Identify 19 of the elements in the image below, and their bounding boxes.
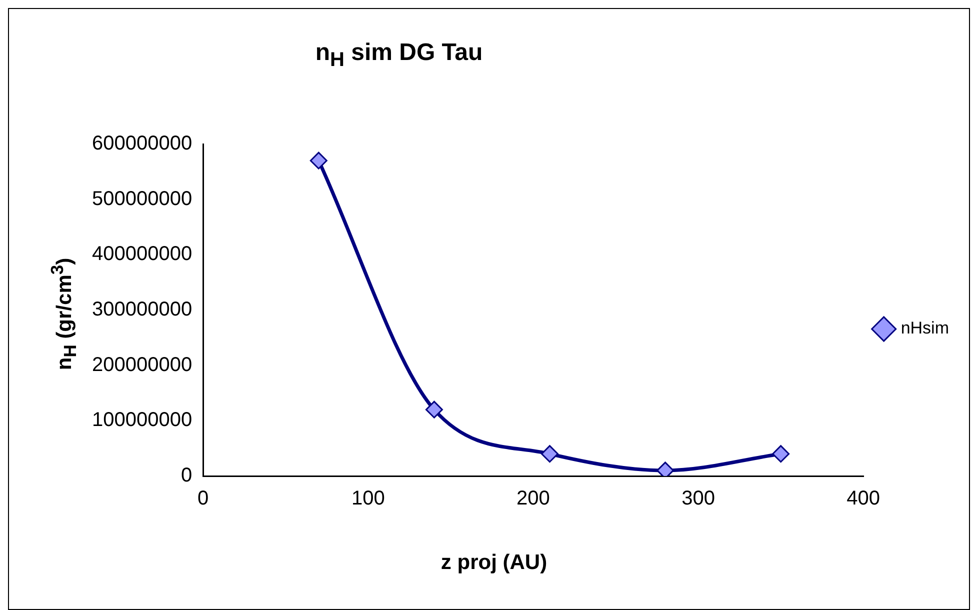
legend-label: nHsim	[900, 318, 949, 338]
y-tick-label: 600000000	[92, 132, 192, 155]
point	[540, 445, 558, 463]
y-tick-label: 200000000	[92, 354, 192, 376]
point	[425, 400, 443, 418]
x-tick-label: 100	[351, 488, 385, 510]
x-tick-label: 400	[846, 488, 880, 510]
y-tick-label: 300000000	[92, 298, 192, 321]
y-tick-label: 0	[180, 464, 192, 487]
chart-title: n$_{H}$ sim DG Tau	[314, 39, 484, 72]
x-axis-title: z proj (AU)	[440, 551, 548, 575]
x-tick-label: 0	[198, 488, 209, 510]
y-tick-label: 100000000	[92, 409, 192, 432]
x-tick-label: 300	[682, 488, 715, 510]
point	[310, 152, 328, 170]
y-tick-label: 500000000	[92, 188, 192, 210]
y-tick-label: 400000000	[92, 243, 192, 266]
x-tick-label: 200	[516, 488, 550, 510]
point	[772, 445, 790, 463]
